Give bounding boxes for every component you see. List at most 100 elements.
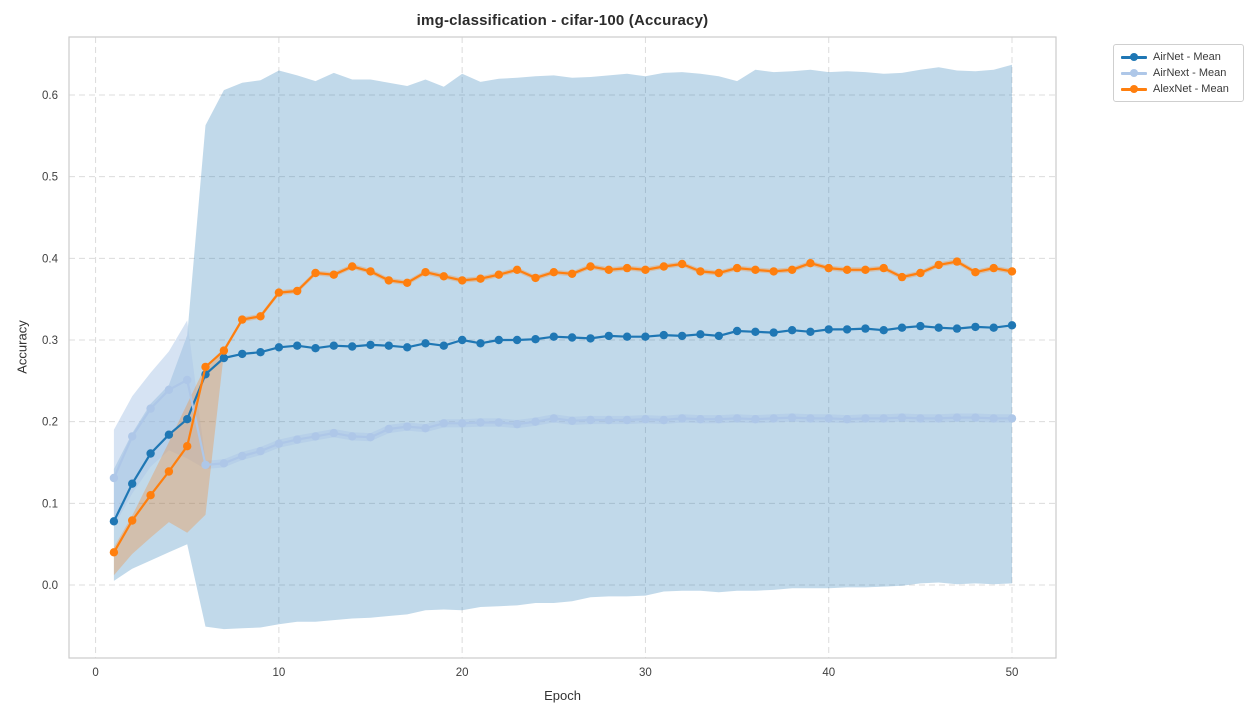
marker-alexnet: [989, 263, 998, 273]
legend-item-airnet: AirNet - Mean: [1121, 50, 1236, 64]
marker-airnext: [897, 413, 907, 422]
marker-alexnet: [476, 274, 485, 283]
x-tick-label: 20: [456, 667, 469, 679]
marker-alexnet: [109, 548, 119, 557]
marker-alexnet: [256, 312, 265, 321]
marker-alexnet: [879, 263, 888, 273]
band-airnet: [113, 64, 1012, 630]
marker-airnext: [201, 460, 210, 470]
legend-item-airnext: AirNext - Mean: [1121, 66, 1236, 80]
marker-airnext: [366, 433, 375, 442]
marker-alexnet: [439, 272, 448, 281]
y-tick-label: 0.0: [42, 580, 58, 592]
marker-alexnet: [769, 267, 778, 276]
y-tick-label: 0.4: [42, 253, 59, 265]
marker-alexnet: [677, 259, 687, 269]
marker-airnet: [256, 348, 265, 357]
marker-alexnet: [1007, 267, 1017, 276]
marker-airnet: [146, 449, 155, 458]
marker-airnet: [677, 331, 687, 341]
marker-airnext: [971, 413, 980, 422]
marker-airnext: [146, 404, 155, 413]
marker-alexnet: [952, 257, 962, 266]
marker-airnet: [879, 326, 888, 335]
marker-airnext: [348, 432, 357, 441]
marker-airnet: [604, 331, 613, 341]
marker-airnet: [952, 324, 962, 333]
marker-airnet: [494, 335, 503, 345]
marker-airnext: [439, 419, 448, 428]
marker-airnet: [696, 330, 705, 339]
marker-airnext: [732, 414, 742, 423]
marker-airnet: [787, 326, 797, 335]
marker-airnext: [164, 385, 174, 394]
marker-alexnet: [824, 263, 833, 273]
marker-airnext: [806, 414, 815, 423]
marker-airnext: [622, 415, 632, 425]
marker-alexnet: [494, 270, 503, 279]
marker-airnet: [439, 341, 448, 350]
marker-airnext: [329, 428, 338, 438]
marker-airnet: [512, 335, 522, 345]
legend-item-alexnet: AlexNet - Mean: [1121, 82, 1236, 96]
marker-airnext: [586, 415, 595, 425]
marker-airnet: [1007, 321, 1017, 330]
marker-alexnet: [512, 265, 522, 274]
marker-airnext: [677, 414, 687, 423]
marker-airnet: [641, 332, 650, 341]
marker-alexnet: [751, 265, 760, 274]
marker-airnet: [238, 349, 247, 359]
marker-airnet: [403, 343, 412, 352]
marker-airnet: [348, 342, 357, 351]
marker-airnext: [421, 424, 430, 433]
marker-airnet: [806, 327, 815, 336]
marker-alexnet: [549, 268, 558, 277]
marker-airnext: [879, 414, 888, 423]
marker-airnet: [934, 323, 943, 332]
marker-airnext: [274, 439, 284, 448]
marker-airnext: [311, 432, 320, 441]
marker-alexnet: [567, 269, 577, 278]
marker-airnet: [311, 344, 320, 353]
marker-airnext: [109, 473, 119, 483]
marker-airnet: [769, 328, 778, 337]
marker-airnext: [384, 424, 393, 434]
marker-airnet: [567, 333, 577, 342]
marker-alexnet: [183, 442, 192, 451]
marker-airnext: [128, 432, 137, 441]
axes-frame: [68, 36, 1057, 659]
marker-alexnet: [238, 315, 247, 324]
marker-airnet: [384, 341, 393, 350]
marker-alexnet: [659, 262, 668, 271]
marker-airnext: [824, 414, 833, 423]
marker-airnet: [109, 517, 119, 526]
marker-alexnet: [164, 467, 174, 476]
marker-airnext: [751, 415, 760, 424]
marker-alexnet: [311, 268, 320, 278]
legend-label-alexnet: AlexNet - Mean: [1153, 83, 1229, 95]
marker-airnext: [549, 414, 558, 423]
marker-airnet: [842, 325, 852, 334]
marker-alexnet: [128, 516, 137, 525]
marker-airnext: [842, 415, 852, 424]
legend-marker-airnet-icon: [1121, 52, 1147, 62]
marker-airnext: [916, 414, 925, 423]
marker-airnext: [861, 414, 870, 423]
marker-alexnet: [293, 286, 302, 296]
y-tick-label: 0.6: [42, 90, 58, 102]
marker-airnext: [512, 419, 522, 429]
marker-airnext: [183, 375, 192, 385]
marker-airnet: [458, 335, 467, 345]
marker-airnet: [824, 325, 833, 334]
marker-alexnet: [366, 267, 375, 276]
marker-alexnet: [842, 265, 852, 274]
marker-airnet: [219, 353, 229, 363]
marker-airnext: [787, 413, 797, 422]
marker-alexnet: [586, 262, 595, 271]
marker-alexnet: [787, 265, 797, 274]
marker-alexnet: [531, 273, 540, 283]
marker-alexnet: [329, 270, 338, 279]
marker-airnext: [659, 415, 668, 425]
marker-alexnet: [971, 268, 980, 277]
